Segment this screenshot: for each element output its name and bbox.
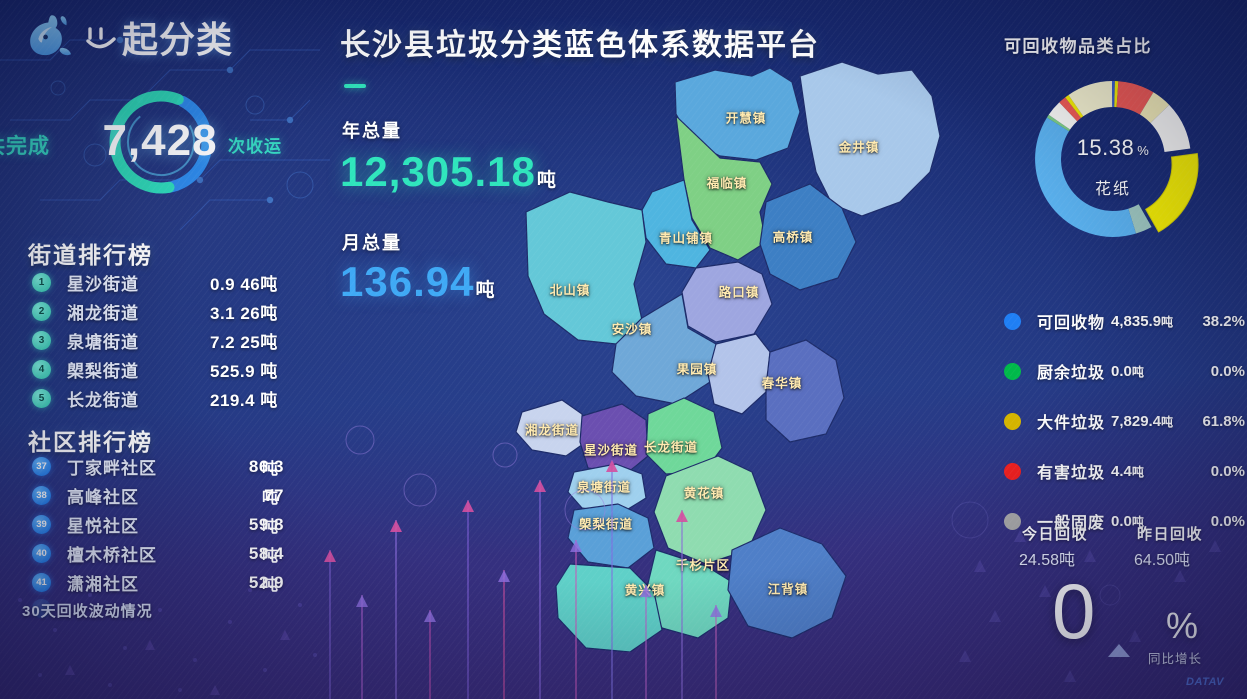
left-panel: 起分类 7,428 共完成 次收运 街道排行榜 1 星沙街道 0.9 46吨 2…: [0, 0, 320, 699]
legend-label: 可回收物: [1037, 315, 1106, 332]
growth-value: 0: [1052, 567, 1096, 655]
rank-badge: 40: [32, 544, 51, 563]
street-ranking-title: 街道排行榜: [28, 242, 153, 268]
table-row[interactable]: 41 潇湘社区 52.9 吨: [0, 568, 320, 597]
rank-badge: 38: [32, 486, 51, 505]
community-unit: 吨: [262, 547, 279, 565]
legend-percent: 61.8%: [1202, 412, 1245, 430]
table-row[interactable]: 1 星沙街道 0.9 46吨: [0, 268, 320, 297]
brand-name: 起分类: [86, 11, 233, 63]
table-row[interactable]: 40 檀木桥社区 58.4 吨: [0, 539, 320, 568]
today-recycle-label: 今日回收: [1022, 526, 1089, 543]
title-divider: [344, 84, 366, 88]
list-item[interactable]: 厨余垃圾 0.0吨 0.0%: [960, 346, 1247, 396]
street-name: 湘龙街道: [67, 304, 139, 323]
triangle-up-icon: [1108, 644, 1130, 657]
donut-center-symbol: %: [1137, 143, 1150, 158]
street-name: 㮾梨街道: [67, 362, 139, 381]
rank-badge: 4: [32, 360, 51, 379]
rank-badge: 37: [32, 457, 51, 476]
rank-badge: 41: [32, 573, 51, 592]
donut-center-value: 15.38%: [1018, 135, 1208, 161]
table-row[interactable]: 4 㮾梨街道 525.9 吨: [0, 355, 320, 384]
street-name: 泉塘街道: [67, 333, 139, 352]
community-name: 高峰社区: [67, 488, 139, 507]
rank-badge: 39: [32, 515, 51, 534]
street-name: 星沙街道: [67, 275, 139, 294]
month-total-label: 月总量: [342, 233, 402, 253]
community-name: 星悦社区: [67, 517, 139, 536]
community-name: 潇湘社区: [67, 575, 139, 594]
legend-weight: 0.0吨: [1111, 362, 1144, 380]
brand-logo[interactable]: 起分类: [22, 8, 233, 66]
month-total-number: 136.94: [340, 258, 475, 305]
counter-prefix-label: 共完成: [0, 135, 50, 158]
donut-center-number: 15.38: [1076, 135, 1135, 160]
community-unit: 吨: [262, 518, 279, 536]
community-ranking-list: 37 丁家畔社区 86.3 吨 38 高峰社区 77 吨 39 星悦社区 59.…: [0, 452, 320, 597]
street-name: 长龙街道: [67, 391, 139, 410]
smile-icon: [86, 22, 120, 52]
street-value: 0.9 46吨: [210, 275, 278, 294]
rank-badge: 5: [32, 389, 51, 408]
legend-label: 有害垃圾: [1037, 465, 1106, 482]
table-row[interactable]: 2 湘龙街道 3.1 26吨: [0, 297, 320, 326]
legend-percent: 0.0%: [1210, 362, 1245, 380]
table-row[interactable]: 3 泉塘街道 7.2 25吨: [0, 326, 320, 355]
collection-counter: 7,428 共完成 次收运: [0, 88, 320, 196]
table-row[interactable]: 38 高峰社区 77 吨: [0, 481, 320, 510]
legend-color-dot: [1004, 362, 1021, 380]
map-svg: [515, 61, 941, 652]
list-item[interactable]: 一般固废 0.0吨 0.0%: [960, 496, 1247, 546]
street-ranking-list: 1 星沙街道 0.9 46吨 2 湘龙街道 3.1 26吨 3 泉塘街道 7.2…: [0, 268, 320, 413]
street-value: 525.9 吨: [210, 362, 278, 381]
table-row[interactable]: 5 长龙街道 219.4 吨: [0, 384, 320, 413]
community-unit: 吨: [262, 576, 279, 594]
community-name: 檀木桥社区: [67, 546, 157, 565]
community-unit: 吨: [262, 460, 279, 478]
legend-color-dot: [1004, 512, 1021, 530]
counter-suffix-label: 次收运: [228, 137, 282, 156]
street-value: 7.2 25吨: [210, 333, 278, 352]
community-unit: 吨: [262, 489, 279, 507]
community-name: 丁家畔社区: [67, 459, 157, 478]
yesterday-recycle-value: 64.50吨: [1134, 552, 1191, 569]
list-item[interactable]: 有害垃圾 4.4吨 0.0%: [960, 446, 1247, 496]
legend-weight: 4.4吨: [1111, 462, 1144, 480]
rank-badge: 2: [32, 302, 51, 321]
legend-percent: 38.2%: [1202, 312, 1245, 330]
legend-label: 大件垃圾: [1037, 415, 1106, 432]
yesterday-recycle-label: 昨日回收: [1137, 526, 1204, 543]
right-panel: 可回收物品类占比: [960, 0, 1247, 699]
growth-label: 同比增长: [1148, 652, 1203, 666]
legend-weight: 7,829.4吨: [1111, 412, 1174, 430]
legend-color-dot: [1004, 462, 1021, 480]
legend-percent: 0.0%: [1210, 462, 1245, 480]
watermark-logo: DATAV: [1186, 676, 1224, 688]
whale-icon: [30, 15, 71, 56]
year-total-label: 年总量: [342, 121, 402, 141]
rank-badge: 3: [32, 331, 51, 350]
table-row[interactable]: 37 丁家畔社区 86.3 吨: [0, 452, 320, 481]
legend-weight: 4,835.9吨: [1111, 312, 1174, 330]
rank-badge: 1: [32, 273, 51, 292]
legend-color-dot: [1004, 412, 1021, 430]
list-item[interactable]: 大件垃圾 7,829.4吨 61.8%: [960, 396, 1247, 446]
street-value: 3.1 26吨: [210, 304, 278, 323]
list-item[interactable]: 可回收物 4,835.9吨 38.2%: [960, 296, 1247, 346]
legend-label: 厨余垃圾: [1037, 365, 1106, 382]
brand-name-text: 起分类: [122, 19, 234, 60]
legend-color-dot: [1004, 312, 1021, 330]
donut-chart-title: 可回收物品类占比: [1004, 37, 1152, 56]
donut-center-label: 花纸: [1094, 181, 1131, 198]
street-value: 219.4 吨: [210, 391, 278, 410]
growth-percent-symbol: %: [1166, 605, 1199, 646]
wave-section-label: 30天回收波动情况: [22, 603, 153, 620]
table-row[interactable]: 39 星悦社区 59.8 吨: [0, 510, 320, 539]
waste-category-legend: 可回收物 4,835.9吨 38.2% 厨余垃圾 0.0吨 0.0% 大件垃圾 …: [960, 296, 1247, 546]
county-map[interactable]: 开慧镇 金井镇 福临镇 青山铺镇 高桥镇 北山镇 路口镇 安沙镇 果园镇 春华镇…: [470, 52, 990, 652]
